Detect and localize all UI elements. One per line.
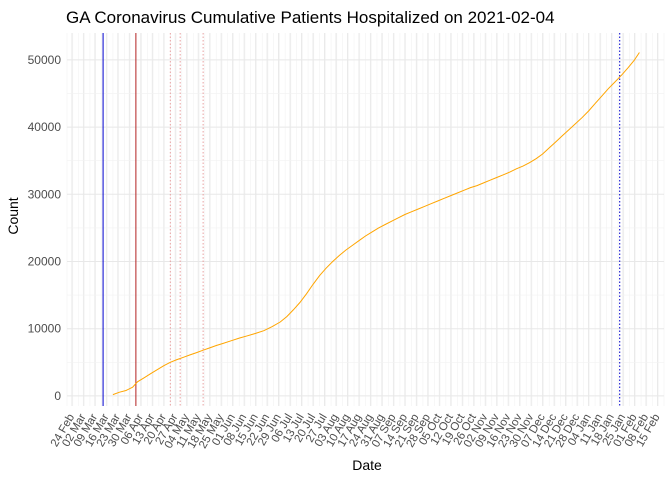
y-tick-label: 50000 (28, 53, 62, 67)
series-line (112, 52, 640, 396)
y-tick-label: 0 (54, 389, 61, 403)
series-group (112, 52, 640, 396)
y-tick-label: 20000 (28, 255, 62, 269)
chart-title: GA Coronavirus Cumulative Patients Hospi… (66, 8, 555, 27)
grid (66, 33, 665, 406)
x-axis-title: Date (352, 457, 382, 473)
y-axis-title: Count (5, 197, 21, 234)
y-tick-label: 30000 (28, 187, 62, 201)
reference-lines (102, 33, 621, 406)
y-tick-label: 40000 (28, 120, 62, 134)
y-tick-label: 10000 (28, 322, 62, 336)
y-axis-ticks: 0 10000 20000 30000 40000 50000 (28, 53, 62, 403)
